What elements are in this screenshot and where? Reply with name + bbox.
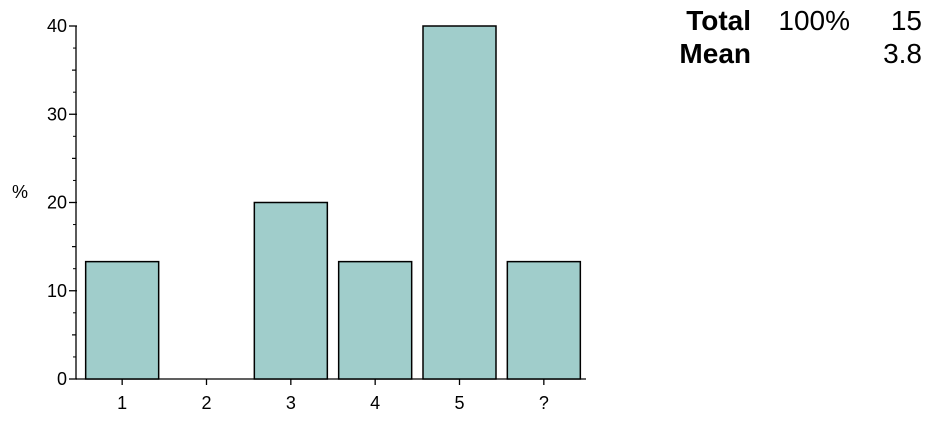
- y-tick-label: 30: [47, 104, 67, 124]
- x-tick-label: 2: [201, 393, 211, 413]
- bar: [422, 25, 497, 380]
- summary-row-mean: Mean 3.8: [640, 37, 925, 70]
- summary-total-percent: 100%: [778, 5, 850, 36]
- x-tick-label: 5: [454, 393, 464, 413]
- bar: [337, 260, 413, 380]
- x-axis: 1 2 3 4 5?: [76, 378, 586, 413]
- summary-row-total: Total 100% 15: [640, 4, 925, 37]
- bar: [253, 201, 329, 380]
- summary-total-label: Total: [686, 5, 751, 36]
- bar: [84, 260, 160, 380]
- x-tick-label: ?: [539, 393, 549, 413]
- bars-group: [84, 25, 582, 380]
- summary-total-value: 15: [890, 5, 922, 36]
- y-tick-label: 40: [47, 16, 67, 36]
- bar-chart: 0 10 20 30 40 1 2 3 4 5? %: [12, 16, 586, 413]
- x-tick-label: 1: [117, 393, 127, 413]
- x-tick-label: 3: [286, 393, 296, 413]
- summary-mean-value: 3.8: [883, 38, 922, 69]
- y-tick-label: 0: [57, 369, 67, 389]
- summary-table: Total 100% 15 Mean 3.8: [640, 4, 925, 70]
- y-axis-label: %: [12, 182, 28, 202]
- x-tick-label: 4: [370, 393, 380, 413]
- bar: [506, 260, 582, 380]
- y-axis: 0 10 20 30 40: [47, 16, 77, 389]
- y-tick-label: 10: [47, 281, 67, 301]
- summary-mean-label: Mean: [679, 38, 751, 69]
- y-tick-label: 20: [47, 193, 67, 213]
